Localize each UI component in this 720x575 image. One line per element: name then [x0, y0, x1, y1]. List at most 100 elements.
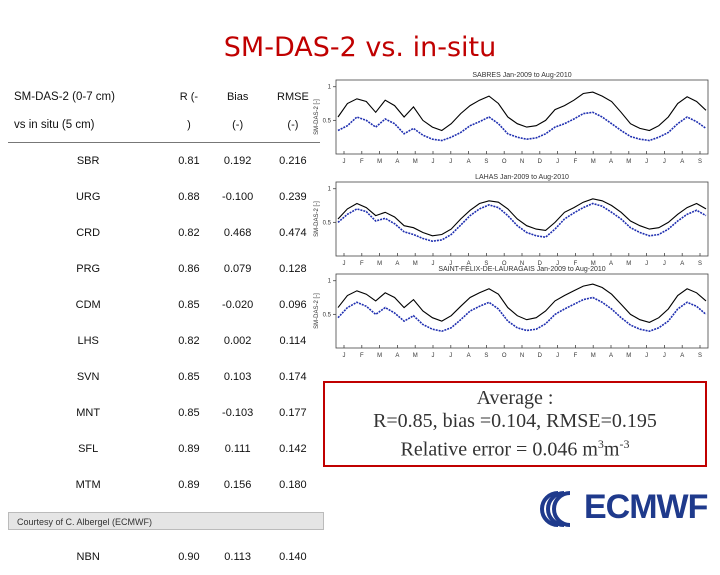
r-cell: 0.90	[178, 551, 200, 563]
table-row: SVN 0.85 0.103 0.174	[8, 359, 320, 395]
r-cell: 0.89	[178, 479, 200, 491]
insitu-series	[337, 202, 707, 243]
timeseries-panel-2: LAHAS Jan-2009 to Aug-2010 SM-DAS-2 [-] 1 0…	[314, 174, 709, 267]
r-cell: 0.86	[178, 263, 200, 275]
rmse-cell: 0.142	[279, 443, 307, 455]
site-cell: CRD	[76, 227, 101, 239]
x-tick-label: J	[556, 353, 559, 359]
bias-cell: 0.079	[223, 263, 252, 275]
header-label-line2: vs in situ (5 cm)	[14, 119, 95, 131]
rmse-cell: 0.140	[279, 551, 307, 563]
y-axis-label: SM-DAS-2 [-]	[314, 99, 320, 135]
x-tick-label: O	[502, 159, 507, 165]
x-tick-label: A	[467, 159, 471, 165]
site-cell: SFL	[78, 443, 99, 455]
timeseries-panel-1: SABRES Jan-2009 to Aug-2010 SM-DAS-2 [-] 1…	[314, 72, 709, 165]
y-tick-label: 1	[328, 85, 332, 91]
rmse-cell: 0.128	[279, 263, 307, 275]
x-tick-label: D	[538, 159, 543, 165]
y-tick-label: 0.5	[323, 118, 332, 124]
bias-cell: 0.113	[224, 551, 251, 563]
x-tick-label: M	[626, 353, 631, 359]
site-cell: SVN	[76, 371, 100, 383]
header-bias-line2: (-)	[232, 119, 244, 131]
model-series	[337, 91, 707, 132]
table-row: SFL 0.89 0.111 0.142	[8, 431, 320, 467]
ecmwf-logo: ECMWF	[536, 487, 708, 531]
site-cell: MTM	[75, 479, 101, 491]
site-cell: PRG	[76, 263, 101, 275]
x-tick-label: A	[467, 261, 471, 267]
relative-error-exp1: 3	[597, 437, 604, 451]
x-tick-label: M	[591, 353, 596, 359]
y-axis-label: SM-DAS-2 [-]	[314, 293, 320, 329]
table-row: PRG 0.86 0.079 0.128	[8, 251, 320, 287]
rmse-cell: 0.114	[279, 335, 307, 347]
x-tick-label: F	[360, 159, 364, 165]
r-cell: 0.82	[178, 335, 200, 347]
site-cell: URG	[75, 191, 101, 203]
bias-cell: 0.002	[223, 335, 252, 347]
x-tick-label: J	[663, 261, 666, 267]
y-tick-label: 0.5	[323, 312, 332, 318]
relative-error-unit: m	[603, 438, 620, 461]
table-row: SBR 0.81 0.192 0.216	[8, 143, 320, 180]
x-tick-label: J	[556, 261, 559, 267]
x-tick-label: J	[663, 159, 666, 165]
x-tick-label: M	[591, 159, 596, 165]
header-bias-line1: Bias	[226, 91, 249, 103]
x-tick-label: S	[698, 261, 702, 267]
x-tick-label: D	[538, 261, 543, 267]
header-r: R (- )	[168, 80, 210, 143]
table-header-row: SM-DAS-2 (0-7 cm) vs in situ (5 cm) R (-…	[8, 80, 320, 143]
x-tick-label: J	[556, 159, 559, 165]
table-row: MTM 0.89 0.156 0.180	[8, 467, 320, 503]
table-row: URG 0.88 -0.100 0.239	[8, 179, 320, 215]
timeseries-panel-3: SAINT-FELIX-DE-LAURAGAIS Jan-2009 to Aug…	[314, 266, 709, 359]
x-tick-label: M	[413, 159, 418, 165]
x-tick-label: J	[343, 261, 346, 267]
bias-cell: -0.020	[222, 299, 254, 311]
table-row: CRD 0.82 0.468 0.474	[8, 215, 320, 251]
average-summary-box: Average : R=0.85, bias =0.104, RMSE=0.19…	[323, 381, 707, 467]
header-r-line1: R (-	[179, 91, 199, 103]
bias-cell: 0.192	[223, 155, 252, 167]
rmse-cell: 0.096	[279, 299, 307, 311]
x-tick-label: F	[360, 261, 364, 267]
x-tick-label: M	[413, 353, 418, 359]
x-tick-label: N	[520, 159, 524, 165]
panel-title: LAHAS Jan-2009 to Aug-2010	[475, 174, 569, 181]
insitu-series	[337, 296, 707, 333]
table-row: LHS 0.82 0.002 0.114	[8, 323, 320, 359]
site-cell: NBN	[76, 551, 100, 563]
site-cell: CDM	[75, 299, 101, 311]
x-tick-label: M	[377, 261, 382, 267]
y-axis-label: SM-DAS-2 [-]	[314, 201, 320, 237]
page-title: SM-DAS-2 vs. in-situ	[223, 32, 497, 63]
x-tick-label: J	[449, 159, 452, 165]
ecmwf-logo-text: ECMWF	[584, 488, 708, 526]
x-tick-label: N	[520, 353, 524, 359]
header-rmse: RMSE (-)	[265, 80, 320, 143]
y-tick-label: 0.5	[323, 220, 332, 226]
average-heading: Average :	[476, 387, 554, 409]
x-tick-label: M	[591, 261, 596, 267]
bias-cell: -0.100	[222, 191, 254, 203]
x-tick-label: M	[413, 261, 418, 267]
y-tick-label: 1	[328, 279, 332, 285]
relative-error-exp2: -3	[619, 437, 630, 451]
r-cell: 0.85	[178, 407, 200, 419]
x-tick-label: S	[698, 353, 702, 359]
bias-cell: 0.468	[223, 227, 252, 239]
r-cell: 0.82	[178, 227, 200, 239]
x-tick-label: J	[343, 353, 346, 359]
r-cell: 0.89	[178, 443, 200, 455]
rmse-cell: 0.474	[279, 227, 307, 239]
x-tick-label: N	[520, 261, 524, 267]
bias-cell: 0.156	[223, 479, 252, 491]
header-label: SM-DAS-2 (0-7 cm) vs in situ (5 cm)	[8, 80, 169, 143]
rmse-cell: 0.177	[279, 407, 307, 419]
x-tick-label: J	[645, 353, 648, 359]
y-tick-label: 1	[328, 187, 332, 193]
x-tick-label: S	[698, 159, 702, 165]
